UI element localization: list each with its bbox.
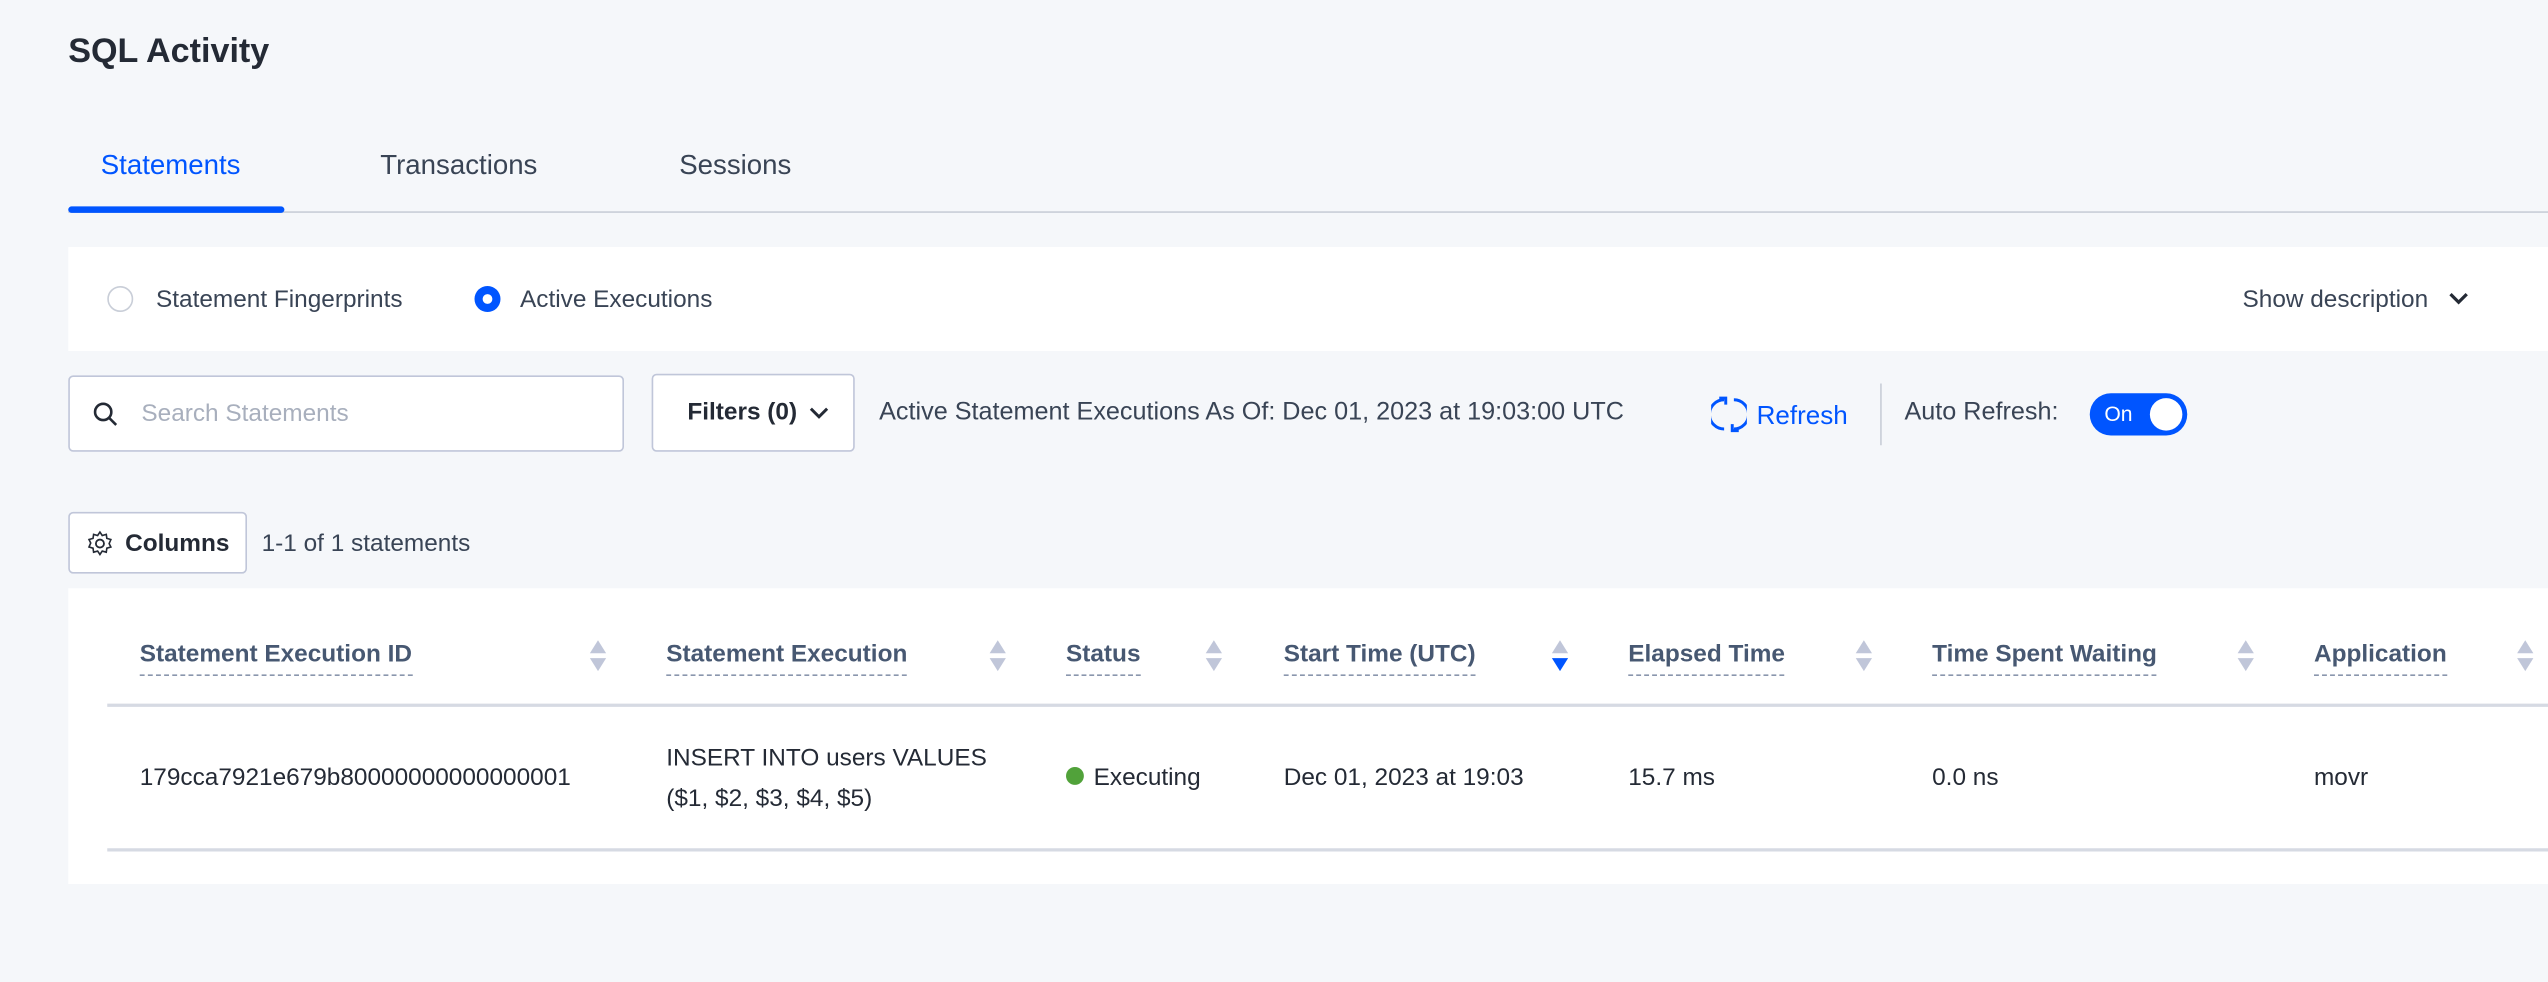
column-header-statement[interactable]: Statement Execution (666, 640, 908, 676)
statement-line: ($1, $2, $3, $4, $5) (666, 784, 873, 813)
search-placeholder: Search Statements (141, 399, 349, 428)
column-header-start-time[interactable]: Start Time (UTC) (1283, 640, 1476, 676)
sort-icon[interactable] (1205, 640, 1222, 673)
toggle-state: On (2104, 401, 2133, 426)
radio-active-executions[interactable] (474, 286, 501, 312)
status-dot-icon (1066, 767, 1084, 785)
row-divider (107, 848, 2548, 851)
refresh-button[interactable]: Refresh (1708, 395, 1848, 434)
statement-line: INSERT INTO users VALUES (666, 744, 987, 772)
radio-label[interactable]: Statement Fingerprints (156, 286, 403, 314)
filters-label: Filters (0) (687, 398, 798, 426)
radio-statement-fingerprints[interactable] (107, 286, 134, 312)
cell-application: movr (2314, 763, 2369, 792)
cell-status: Executing (1066, 757, 1201, 798)
page-title: SQL Activity (68, 32, 270, 70)
auto-refresh-label: Auto Refresh: (1904, 398, 2059, 426)
sort-icon[interactable] (2517, 640, 2534, 673)
sort-icon[interactable] (1855, 640, 1872, 673)
cell-start-time: Dec 01, 2023 at 19:03 (1283, 763, 1524, 792)
tab-sessions[interactable]: Sessions (679, 149, 792, 181)
column-header-waiting[interactable]: Time Spent Waiting (1932, 640, 2157, 676)
column-header-id[interactable]: Statement Execution ID (139, 640, 413, 676)
as-of-timestamp: Active Statement Executions As Of: Dec 0… (879, 398, 1624, 426)
columns-label: Columns (125, 529, 230, 558)
divider (1880, 383, 1882, 446)
cell-elapsed: 15.7 ms (1628, 763, 1715, 792)
search-input[interactable]: Search Statements (68, 375, 624, 452)
refresh-icon (1708, 396, 1750, 433)
auto-refresh-toggle[interactable]: On (2089, 393, 2188, 436)
sort-icon[interactable] (589, 640, 607, 673)
cell-execution-id[interactable]: 179cca7921e679b80000000000000001 (139, 763, 571, 792)
show-description-label: Show description (2242, 286, 2429, 314)
view-selector-panel: Statement Fingerprints Active Executions… (68, 247, 2548, 351)
header-divider (107, 703, 2548, 707)
column-header-elapsed[interactable]: Elapsed Time (1628, 640, 1785, 676)
result-count: 1-1 of 1 statements (261, 529, 471, 558)
show-description-button[interactable]: Show description (2243, 286, 2471, 314)
radio-label[interactable]: Active Executions (520, 286, 713, 314)
tab-bar: Statements Transactions Sessions (68, 127, 2548, 213)
status-text: Executing (1093, 763, 1201, 792)
cell-waiting: 0.0 ns (1932, 763, 1999, 792)
sort-desc-icon[interactable] (1551, 640, 1569, 673)
column-header-status[interactable]: Status (1066, 640, 1141, 676)
tab-transactions[interactable]: Transactions (380, 149, 538, 181)
filters-button[interactable]: Filters (0) (651, 373, 855, 452)
active-tab-indicator (68, 206, 285, 213)
column-header-application[interactable]: Application (2314, 640, 2447, 676)
search-icon (93, 402, 118, 426)
gear-icon (87, 530, 113, 556)
tab-statements[interactable]: Statements (100, 149, 241, 181)
sort-icon[interactable] (989, 640, 1006, 673)
chevron-down-icon (809, 407, 829, 419)
cell-statement[interactable]: INSERT INTO users VALUES ($1, $2, $3, $4,… (666, 738, 987, 819)
toggle-knob (2149, 398, 2183, 431)
chevron-down-icon (2450, 292, 2469, 305)
refresh-label: Refresh (1756, 403, 1848, 431)
statements-table: Statement Execution ID Statement Executi… (68, 588, 2548, 884)
sort-icon[interactable] (2237, 640, 2254, 673)
columns-button[interactable]: Columns (68, 511, 247, 574)
